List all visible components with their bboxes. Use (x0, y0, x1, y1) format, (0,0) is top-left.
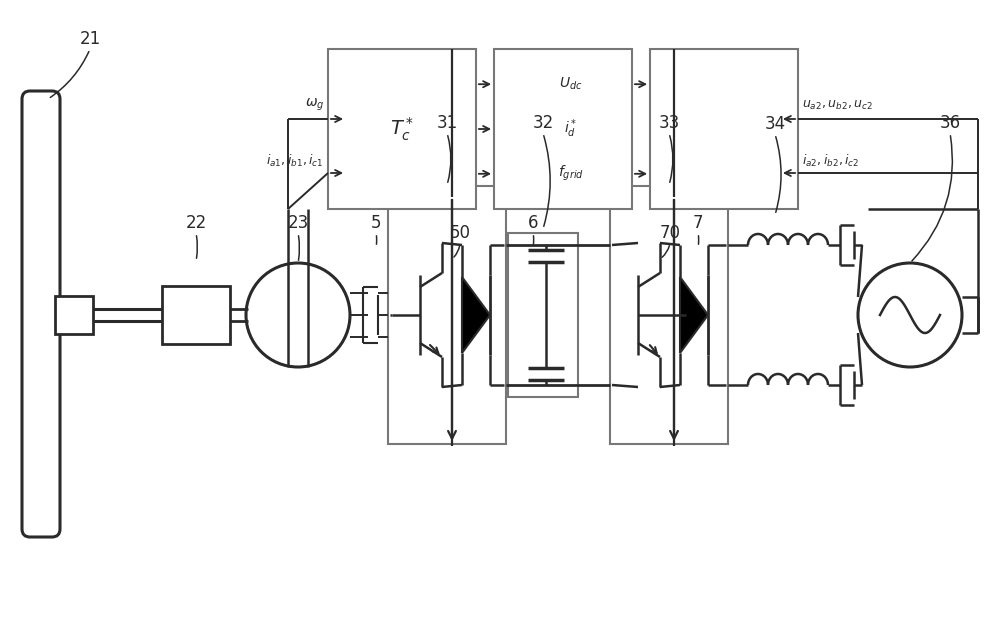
Text: $T_c^*$: $T_c^*$ (390, 115, 414, 143)
Polygon shape (680, 277, 708, 353)
Text: 32: 32 (532, 114, 554, 132)
Bar (55, 296, 93, 334)
Text: $i_{a2},i_{b2},i_{c2}$: $i_{a2},i_{b2},i_{c2}$ (802, 153, 859, 169)
Bar (508, 233, 578, 397)
Polygon shape (462, 277, 490, 353)
Text: 5: 5 (371, 214, 381, 232)
Text: $U_{dc}$: $U_{dc}$ (559, 76, 583, 92)
Text: $u_{a2},u_{b2},u_{c2}$: $u_{a2},u_{b2},u_{c2}$ (802, 99, 873, 111)
Text: $\omega_g$: $\omega_g$ (305, 97, 324, 113)
Text: 50: 50 (450, 224, 471, 242)
Circle shape (246, 263, 350, 367)
Bar (388, 186, 506, 444)
Text: 22: 22 (185, 214, 207, 232)
Text: 6: 6 (528, 214, 538, 232)
Circle shape (858, 263, 962, 367)
Text: 21: 21 (79, 30, 101, 48)
Bar (162, 286, 230, 344)
Text: $f_{grid}$: $f_{grid}$ (558, 164, 584, 184)
Bar (494, 49, 632, 209)
Text: 34: 34 (764, 115, 786, 133)
Text: 70: 70 (660, 224, 680, 242)
Text: $i_d^*$: $i_d^*$ (564, 118, 578, 140)
Text: 36: 36 (939, 114, 961, 132)
Text: 23: 23 (287, 214, 309, 232)
FancyBboxPatch shape (22, 91, 60, 537)
Bar (328, 49, 476, 209)
Bar (610, 186, 728, 444)
Bar (650, 49, 798, 209)
Text: 31: 31 (436, 114, 458, 132)
Text: $i_{a1},i_{b1},i_{c1}$: $i_{a1},i_{b1},i_{c1}$ (266, 153, 324, 169)
Text: 7: 7 (693, 214, 703, 232)
Text: 33: 33 (658, 114, 680, 132)
